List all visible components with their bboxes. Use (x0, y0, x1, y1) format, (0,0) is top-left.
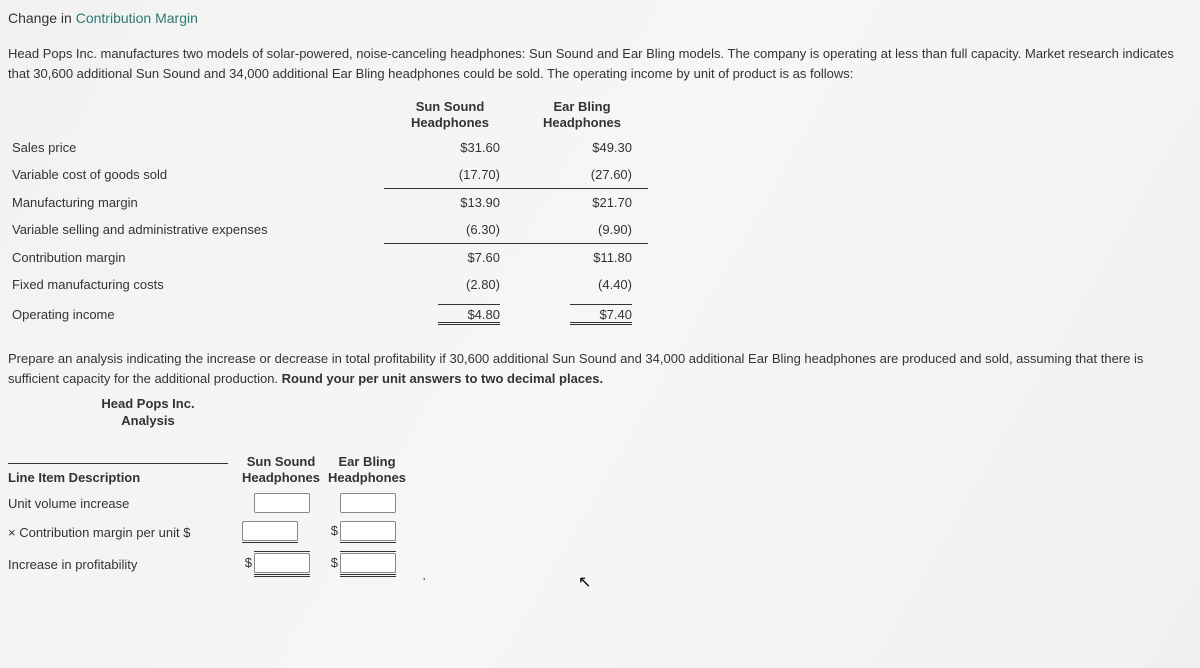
analysis-col2-header: Ear Bling Headphones (324, 454, 410, 489)
profit-sun-input[interactable] (254, 553, 310, 573)
unit-volume-sun-input[interactable] (254, 493, 310, 513)
analysis-lid-header: Line Item Description (8, 470, 140, 485)
analysis-col1-header: Sun Sound Headphones (238, 454, 324, 489)
row-mfg-margin: Manufacturing margin $13.90 $21.70 (8, 189, 648, 217)
profit-ear-input[interactable] (340, 553, 396, 573)
heading-link[interactable]: Contribution Margin (76, 10, 198, 26)
unit-col1-header: Sun Sound Headphones (384, 97, 516, 134)
unit-volume-ear-input[interactable] (340, 493, 396, 513)
row-increase-profit: Increase in profitability $ $ (8, 547, 410, 581)
row-unit-volume: Unit volume increase (8, 489, 410, 517)
row-fixed-mfg: Fixed manufacturing costs (2.80) (4.40) (8, 271, 648, 298)
heading-prefix: Change in (8, 10, 72, 26)
problem-intro: Head Pops Inc. manufactures two models o… (8, 44, 1192, 83)
cm-ear-input[interactable] (340, 521, 396, 541)
analysis-table: Line Item Description Sun Sound Headphon… (8, 454, 410, 581)
analysis-title: Head Pops Inc. Analysis (8, 396, 288, 430)
row-cm-per-unit: × Contribution margin per unit $ $ (8, 517, 410, 547)
row-op-income: Operating income $4.80 $7.40 (8, 298, 648, 331)
page-heading: Change in Contribution Margin (8, 10, 1192, 26)
row-sales-price: Sales price $31.60 $49.30 (8, 134, 648, 161)
instruction-paragraph: Prepare an analysis indicating the incre… (8, 349, 1192, 388)
cm-sun-input[interactable] (242, 521, 298, 541)
row-var-cogs: Variable cost of goods sold (17.70) (27.… (8, 161, 648, 189)
row-contrib-margin: Contribution margin $7.60 $11.80 (8, 244, 648, 272)
unit-economics-table: Sun Sound Headphones Ear Bling Headphone… (8, 97, 648, 331)
row-var-selladmin: Variable selling and administrative expe… (8, 216, 648, 244)
unit-col2-header: Ear Bling Headphones (516, 97, 648, 134)
